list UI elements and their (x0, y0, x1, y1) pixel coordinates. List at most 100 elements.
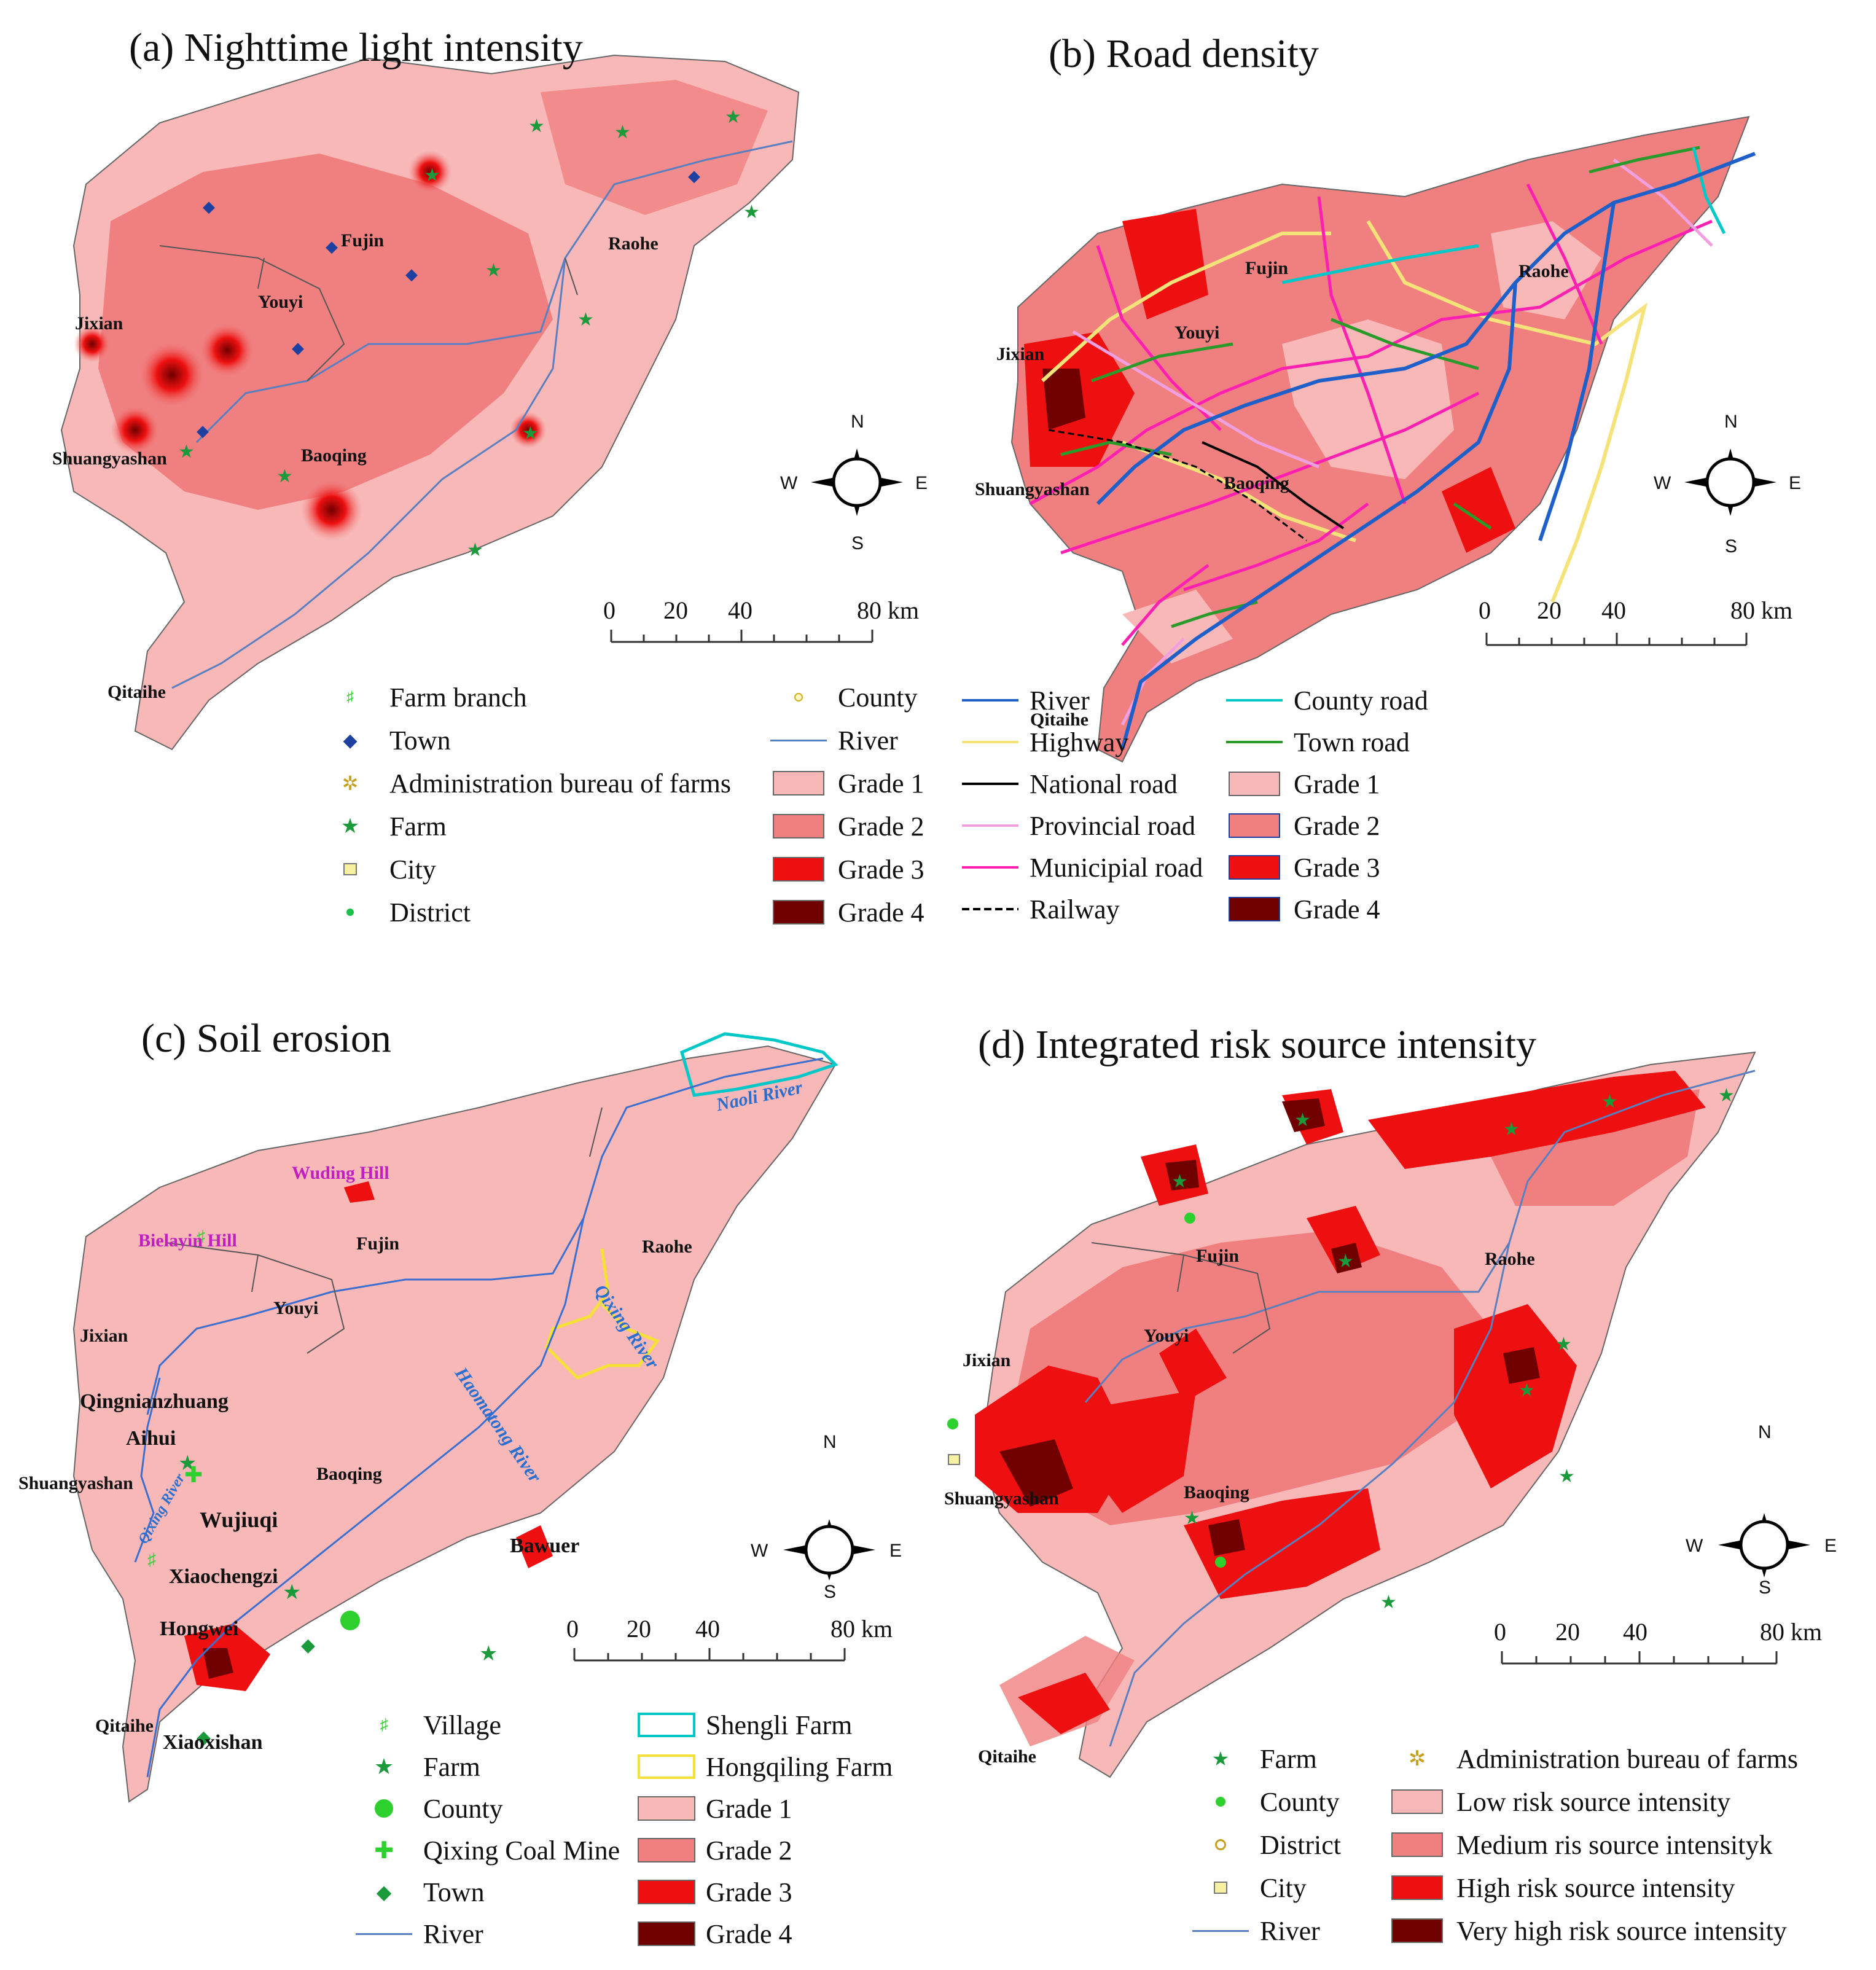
high-zone (1368, 1071, 1706, 1169)
very-high-zone (1282, 1098, 1325, 1132)
compass-south: S (851, 533, 864, 553)
grade1-zone (1282, 319, 1454, 479)
grade2-zone (98, 154, 553, 510)
scale-80km: 80 km (831, 1615, 893, 1643)
grade3-zone (1122, 209, 1208, 319)
compass-north: N (1724, 412, 1738, 432)
county-dot-icon (794, 693, 803, 702)
provincial-road-line-icon (962, 824, 1018, 827)
place-baoqing: Baoqing (301, 445, 367, 466)
grade1-zone (1122, 590, 1233, 663)
legend-county: County (1190, 1783, 1340, 1820)
county-boundary (159, 245, 578, 381)
compass-east: E (915, 473, 928, 493)
farm-marker: ★ (467, 540, 483, 560)
village-marker: ♯ (147, 1550, 156, 1569)
legend-farm: ★ Farm (1211, 1743, 1317, 1774)
village-icon: ♯ (380, 1716, 388, 1734)
farm-marker: ★ (522, 423, 539, 444)
legend-grade2: Grade 2 (768, 808, 924, 845)
admin-bureau-icon: ✲ (342, 772, 359, 794)
railway-line-icon (962, 908, 1018, 910)
very-high-risk-swatch (1391, 1918, 1443, 1943)
high-zone (1049, 1390, 1196, 1513)
place-fujin: Fujin (1196, 1246, 1240, 1266)
scale-0: 0 (603, 596, 616, 624)
farm-marker: ★ (1718, 1085, 1735, 1106)
grade3-zone (1442, 467, 1515, 553)
place-shuangyashan: Shuangyashan (975, 479, 1090, 499)
legend-grade3: Grade 3 (636, 1874, 792, 1910)
place-fujin: Fujin (1245, 258, 1289, 278)
town-marker: ◆ (197, 422, 209, 440)
compass-north: N (851, 412, 864, 432)
town-road-line-icon (1226, 741, 1283, 743)
hongqiling-farm-swatch (638, 1754, 695, 1779)
scale-40: 40 (1601, 596, 1626, 624)
legend-county-road: County road (1224, 682, 1428, 719)
farm-star-icon: ★ (373, 1754, 394, 1779)
very-high-zone (1331, 1243, 1362, 1273)
town-marker: ◆ (197, 1727, 211, 1748)
legend-grade4: Grade 4 (1224, 891, 1380, 928)
farm-marker: ★ (1503, 1119, 1520, 1139)
hill-bielayin: Bielayin Hill (138, 1230, 237, 1251)
place-baoqing: Baoqing (1224, 473, 1289, 493)
place-xiaochengzi: Xiaochengzi (169, 1565, 278, 1588)
legend-shengli-farm: Shengli Farm (636, 1706, 852, 1743)
legend-hongqiling-farm: Hongqiling Farm (636, 1748, 893, 1785)
legend-city: City (319, 851, 436, 888)
legend-coal-mine: ✚ Qixing Coal Mine (374, 1835, 620, 1866)
soil-erosion-map: ★ ★ ★ ◆ ◆ ♯ ♯ ✚ (72, 1032, 838, 1803)
scale-40: 40 (695, 1615, 720, 1643)
hotspot (111, 405, 160, 455)
compass-west: W (1686, 1536, 1703, 1556)
grade1-swatch (1229, 772, 1280, 796)
compass-west: W (780, 473, 798, 493)
panel-soil-erosion: ★ ★ ★ ◆ ◆ ♯ ♯ ✚ (c) Soil erosion Wuding … (0, 985, 938, 1969)
compass-north: N (823, 1432, 837, 1452)
place-jixian: Jixian (996, 344, 1045, 364)
town-marker: ◆ (326, 238, 338, 256)
city-square-icon (1214, 1882, 1227, 1894)
farm-marker: ★ (577, 310, 594, 330)
farm-marker: ★ (1184, 1508, 1200, 1528)
place-raohe: Raohe (1485, 1249, 1535, 1269)
national-road-line-icon (962, 783, 1018, 785)
farm-marker: ★ (1555, 1334, 1572, 1354)
grade2-swatch (638, 1838, 695, 1863)
county-marker (947, 1418, 958, 1429)
county-boundary (1091, 1242, 1271, 1354)
high-zone (1159, 1329, 1227, 1402)
farm-star-icon: ★ (340, 815, 360, 838)
legend-county: County (768, 679, 918, 716)
region-outline (72, 1045, 837, 1803)
grade2-zone-east (541, 80, 768, 215)
compass-west: W (1654, 473, 1671, 493)
place-fujin: Fujin (356, 1233, 400, 1254)
panel-integrated-risk: ★ ★ ★ ★ ★ ★ ★ ★ ★ ★ ★ (d) Integrated ris… (938, 985, 1876, 1969)
river-line (134, 1377, 161, 1563)
farm-star-icon: ★ (1211, 1748, 1230, 1770)
place-jixian: Jixian (75, 313, 123, 334)
place-raohe: Raohe (642, 1237, 692, 1257)
place-shuangyashan: Shuangyashan (52, 448, 167, 469)
town-marker: ◆ (301, 1635, 315, 1655)
scale-80km: 80 km (1760, 1618, 1823, 1646)
panel-c-title: (c) Soil erosion (141, 1016, 391, 1061)
farm-marker: ★ (614, 122, 631, 143)
place-youyi: Youyi (258, 292, 303, 312)
panel-b-title: (b) Road density (1049, 31, 1319, 76)
legend-highway: Highway (959, 724, 1128, 760)
high-risk-swatch (1391, 1875, 1443, 1900)
county-circle-icon (375, 1799, 393, 1818)
legend-farm: ★ Farm (340, 811, 447, 842)
high-zone (1307, 1206, 1380, 1273)
place-youyi: Youyi (1144, 1326, 1189, 1346)
place-youyi: Youyi (273, 1298, 319, 1318)
grade1-swatch (638, 1796, 695, 1821)
river-line (146, 1218, 585, 1778)
farm-marker: ★ (276, 466, 293, 487)
town-diamond-icon: ◆ (376, 1881, 392, 1903)
county-road-line (1281, 147, 1726, 284)
